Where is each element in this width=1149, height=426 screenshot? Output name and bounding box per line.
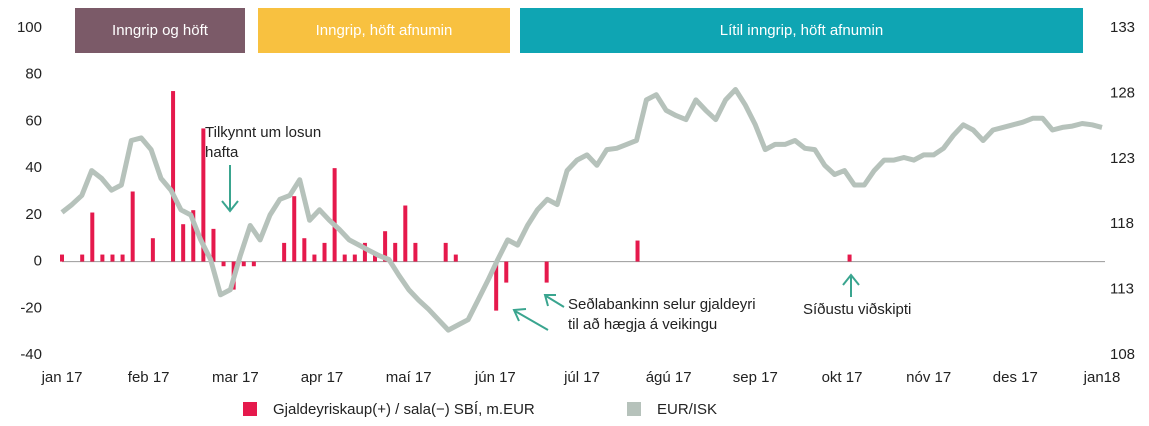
bar (60, 254, 64, 262)
bar (504, 261, 509, 283)
annotation: Síðustu viðskipti (803, 301, 911, 318)
bar (635, 240, 640, 262)
x-tick-label: sep 17 (733, 369, 778, 386)
phase-label: Lítil inngrip, höft afnumin (720, 22, 883, 39)
legend-swatch (627, 402, 641, 416)
annotation: Tilkynnt um losun (205, 124, 321, 141)
bar (342, 254, 347, 262)
y-tick-label: 100 (17, 19, 42, 36)
bar (100, 254, 105, 262)
arrow (221, 165, 239, 213)
arrow (512, 308, 549, 331)
bar (211, 228, 216, 262)
bar (443, 242, 448, 262)
bar (292, 196, 297, 262)
bar (110, 254, 115, 262)
x-tick-label: maí 17 (386, 369, 432, 386)
arrow (842, 273, 860, 297)
bar (494, 261, 499, 311)
annotation: til að hægja á veikingu (568, 316, 717, 333)
bar (453, 254, 458, 262)
bar (130, 191, 135, 262)
bar (373, 254, 378, 262)
annotation: hafta (205, 144, 239, 161)
y-tick-label: 0 (34, 253, 42, 270)
bar (352, 254, 357, 262)
arrow (543, 294, 565, 308)
x-tick-label: ágú 17 (646, 369, 692, 386)
y2-tick-label: 133 (1110, 19, 1135, 36)
phase-band (258, 8, 510, 53)
bar (120, 254, 125, 262)
y-tick-label: -20 (20, 299, 42, 316)
y2-tick-label: 108 (1110, 346, 1135, 363)
bar (332, 168, 337, 262)
phase-band (75, 8, 245, 53)
bar (403, 205, 408, 262)
phase-label: Inngrip, höft afnumin (316, 22, 453, 39)
bar (393, 242, 398, 262)
annotation: Seðlabankinn selur gjaldeyri (568, 296, 756, 313)
bar (221, 261, 226, 267)
x-tick-label: okt 17 (822, 369, 863, 386)
bar (322, 242, 327, 262)
x-tick-label: jan 17 (41, 369, 83, 386)
bar (191, 210, 196, 262)
bar (383, 231, 388, 262)
y2-tick-label: 118 (1110, 215, 1134, 232)
legend-label: Gjaldeyriskaup(+) / sala(−) SBÍ, m.EUR (273, 401, 535, 418)
x-tick-label: mar 17 (212, 369, 259, 386)
x-tick-label: júl 17 (563, 369, 600, 386)
x-tick-label: jan18 (1083, 369, 1121, 386)
bar (150, 238, 155, 262)
bar (181, 224, 186, 262)
line (60, 87, 1103, 333)
annotation-arrows (221, 165, 860, 331)
bar (413, 242, 418, 262)
y-tick-label: 80 (25, 66, 42, 83)
y-tick-label: 20 (25, 206, 42, 223)
bar (241, 261, 246, 267)
y-tick-label: 60 (25, 112, 42, 129)
bar (282, 242, 287, 262)
phase-band (520, 8, 1083, 53)
bar (544, 261, 549, 283)
bar (302, 238, 307, 262)
legend-swatch (243, 402, 257, 416)
bar (362, 242, 367, 262)
bar (312, 254, 317, 262)
phase-label: Inngrip og höft (112, 22, 209, 39)
bar (251, 261, 256, 267)
bar (201, 128, 206, 262)
y2-tick-label: 123 (1110, 150, 1135, 167)
x-tick-label: nóv 17 (906, 369, 951, 386)
legend-label: EUR/ISK (657, 401, 717, 418)
y2-tick-label: 128 (1110, 84, 1135, 101)
x-tick-label: des 17 (993, 369, 1038, 386)
bar (847, 254, 852, 262)
y-tick-label: -40 (20, 346, 42, 363)
bar (171, 91, 176, 262)
y-tick-label: 40 (25, 159, 42, 176)
x-tick-label: feb 17 (128, 369, 170, 386)
y2-tick-label: 113 (1110, 281, 1134, 298)
bar (90, 212, 95, 262)
x-tick-label: jún 17 (474, 369, 516, 386)
x-tick-label: apr 17 (301, 369, 344, 386)
bar (80, 254, 85, 262)
